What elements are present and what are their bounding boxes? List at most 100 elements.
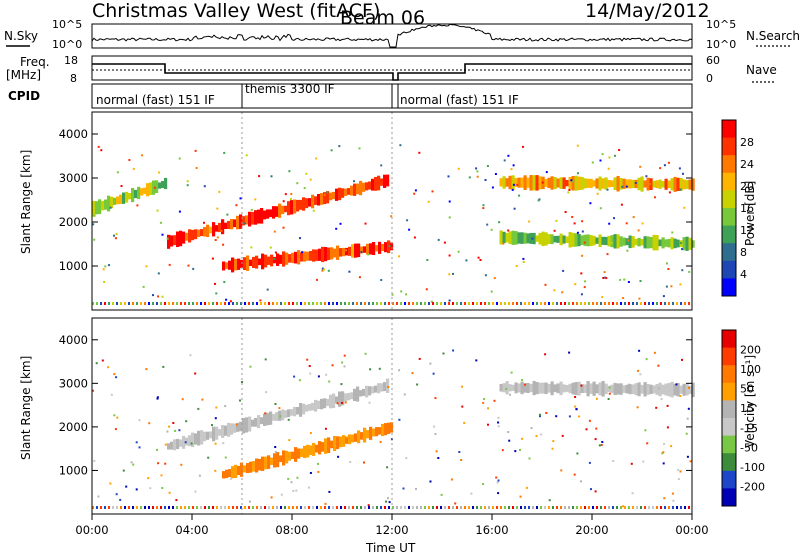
data-cell	[372, 506, 374, 509]
data-cell	[420, 302, 422, 305]
data-cell	[511, 230, 515, 245]
data-cell	[348, 506, 350, 509]
data-cell	[248, 500, 251, 503]
power-ylabel: Slant Range [km]	[19, 150, 33, 254]
data-cell	[517, 177, 521, 188]
data-cell	[230, 477, 232, 480]
data-cell	[539, 413, 541, 416]
data-cell	[559, 233, 563, 246]
data-cell	[227, 220, 231, 229]
data-cell	[413, 236, 416, 239]
data-cell	[580, 293, 583, 296]
data-cell	[175, 499, 178, 502]
data-cell	[360, 246, 364, 254]
data-cell	[266, 209, 270, 219]
data-cell	[660, 506, 662, 509]
data-cell	[553, 384, 557, 393]
data-cell	[264, 412, 267, 415]
colorbar-swatch	[722, 453, 736, 472]
data-cell	[532, 232, 536, 245]
data-cell	[544, 179, 548, 187]
data-cell	[191, 432, 195, 448]
colorbar-tick-label: 200	[740, 344, 761, 357]
data-cell	[645, 175, 648, 178]
data-cell	[568, 506, 570, 509]
data-cell	[274, 451, 277, 454]
colorbar-tick-label: 16	[740, 202, 754, 215]
data-cell	[448, 302, 450, 305]
data-cell	[273, 453, 277, 468]
data-cell	[457, 167, 460, 170]
data-cell	[224, 506, 226, 509]
data-cell	[184, 302, 186, 305]
data-cell	[687, 407, 690, 410]
data-cell	[686, 455, 689, 458]
data-cell	[245, 417, 249, 433]
data-cell	[100, 149, 103, 152]
colorbar-swatch	[722, 382, 736, 401]
data-cell	[680, 302, 682, 305]
data-cell	[308, 365, 311, 367]
data-cell	[338, 187, 342, 201]
data-cell	[475, 359, 478, 362]
data-cell	[96, 506, 98, 509]
data-cell	[460, 506, 462, 509]
data-cell	[638, 297, 641, 300]
data-cell	[344, 302, 346, 305]
data-cell	[536, 302, 538, 305]
data-cell	[251, 419, 255, 427]
data-cell	[147, 477, 150, 480]
data-cell	[176, 231, 180, 247]
data-cell	[574, 405, 577, 408]
data-cell	[510, 371, 513, 374]
data-cell	[671, 231, 674, 234]
data-cell	[384, 506, 386, 509]
data-cell	[328, 302, 330, 305]
data-cell	[414, 189, 417, 192]
data-cell	[208, 506, 210, 509]
data-cell	[538, 382, 542, 394]
nave-tick-bottom: 0	[706, 72, 713, 85]
data-cell	[562, 269, 565, 272]
data-cell	[335, 188, 339, 201]
data-cell	[272, 506, 274, 509]
data-cell	[679, 470, 682, 473]
data-cell	[351, 244, 355, 258]
data-cell	[224, 425, 228, 436]
y-tick-label: 1000	[59, 463, 88, 477]
data-cell	[607, 235, 611, 247]
data-cell	[231, 466, 235, 479]
data-cell	[496, 302, 498, 305]
data-cell	[276, 506, 278, 509]
data-cell	[568, 302, 570, 305]
data-cell	[104, 506, 106, 509]
data-cell	[559, 177, 563, 189]
data-cell	[413, 192, 416, 195]
data-cell	[390, 422, 394, 433]
data-cell	[360, 251, 363, 254]
data-cell	[131, 188, 135, 203]
data-cell	[658, 179, 662, 189]
data-cell	[568, 415, 571, 418]
data-cell	[159, 221, 162, 224]
data-cell	[598, 234, 602, 248]
data-cell	[261, 456, 265, 471]
data-cell	[332, 302, 334, 305]
data-cell	[116, 506, 118, 509]
x-tick-label: 00:00	[675, 523, 708, 537]
data-cell	[682, 179, 686, 190]
data-cell	[461, 385, 464, 388]
data-cell	[368, 386, 372, 396]
data-cell	[392, 506, 394, 509]
x-tick-label: 20:00	[575, 523, 608, 537]
data-cell	[198, 474, 201, 477]
data-cell	[556, 235, 560, 243]
data-cell	[649, 237, 653, 249]
data-cell	[588, 419, 591, 422]
data-cell	[623, 278, 626, 281]
data-cell	[345, 247, 349, 256]
data-cell	[588, 302, 590, 305]
data-cell	[476, 302, 478, 305]
data-cell	[116, 171, 119, 174]
data-cell	[291, 451, 295, 459]
